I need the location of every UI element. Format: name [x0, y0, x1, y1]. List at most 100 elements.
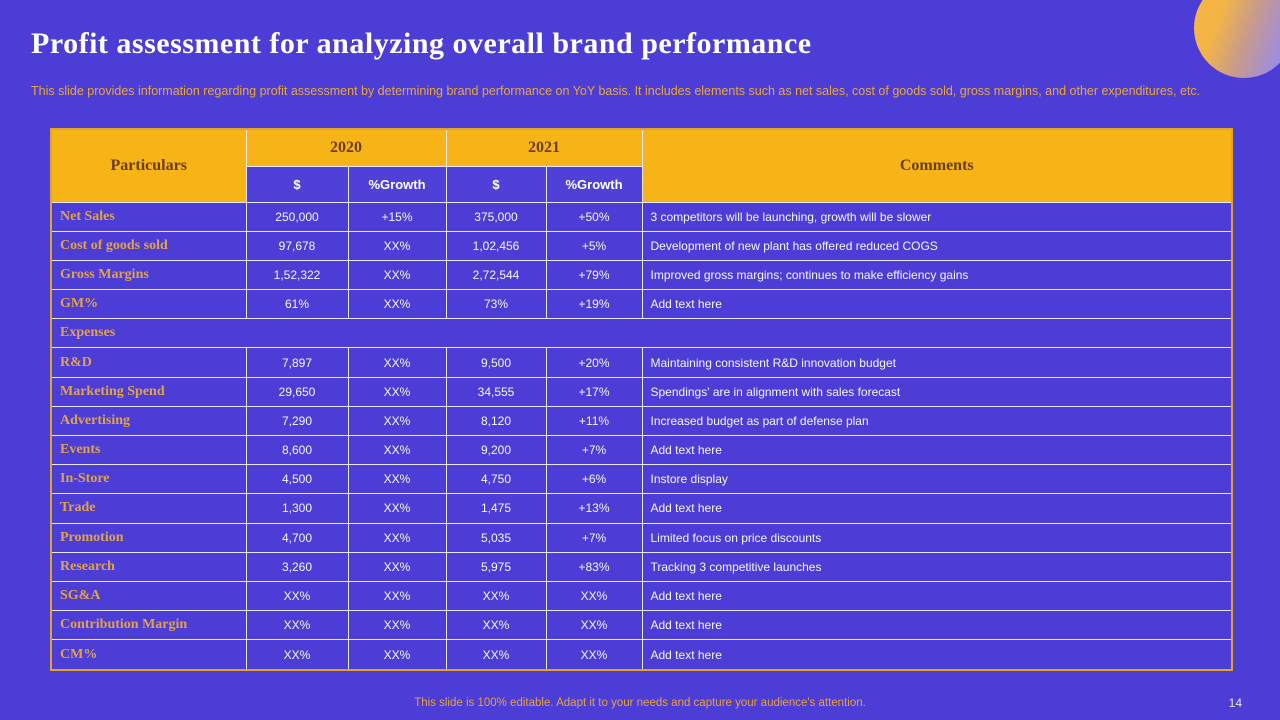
row-label: GM%: [50, 289, 247, 320]
value-2021-growth: XX%: [545, 580, 643, 612]
value-2020-growth: +15%: [347, 201, 447, 232]
value-2021-dollar: 8,120: [445, 405, 547, 437]
table-row: Marketing Spend 29,650 XX% 34,555 +17% Spendi…: [50, 376, 1233, 407]
value-2020-growth: XX%: [347, 580, 447, 612]
value-2021-growth: +20%: [545, 347, 643, 378]
value-2021-dollar: 73%: [445, 289, 547, 320]
value-2020-dollar: 4,500: [245, 464, 349, 495]
table-row: Net Sales 250,000 +15% 375,000 +50% 3 competi…: [50, 201, 1233, 232]
row-label: Promotion: [50, 522, 247, 553]
value-2020-dollar: 4,700: [245, 522, 349, 553]
row-label: CM%: [50, 639, 247, 671]
subheader-2020-dollar: $: [245, 165, 349, 203]
row-comment: 3 competitors will be launching, growth …: [641, 201, 1233, 232]
slide-description: This slide provides information regardin…: [31, 84, 1201, 98]
value-2020-growth: XX%: [347, 347, 447, 378]
value-2021-dollar: XX%: [445, 610, 547, 641]
table-row: Expenses: [50, 318, 1233, 349]
row-label: SG&A: [50, 580, 247, 612]
section-row-label: Expenses: [50, 318, 1233, 349]
profit-assessment-table-container: Particulars 2020 2021 Comments $ %Growth…: [50, 128, 1233, 671]
subheader-2021-dollar: $: [445, 165, 547, 203]
value-2021-growth: +7%: [545, 522, 643, 553]
row-label: Marketing Spend: [50, 376, 247, 407]
value-2021-growth: +11%: [545, 405, 643, 437]
column-header-comments: Comments: [641, 128, 1233, 203]
row-label: R&D: [50, 347, 247, 378]
editable-note: This slide is 100% editable. Adapt it to…: [414, 697, 866, 709]
value-2021-growth: +79%: [545, 259, 643, 291]
value-2020-dollar: XX%: [245, 610, 349, 641]
value-2020-growth: XX%: [347, 493, 447, 524]
decorative-gradient-circle: [1194, 0, 1280, 78]
subheader-2020-growth: %Growth: [347, 165, 447, 203]
row-comment: Add text here: [641, 493, 1233, 524]
table-row: Trade 1,300 XX% 1,475 +13% Add text here: [50, 493, 1233, 524]
table-row: Advertising 7,290 XX% 8,120 +11% Increased bu…: [50, 405, 1233, 437]
table-row: In-Store 4,500 XX% 4,750 +6% Instore display: [50, 464, 1233, 495]
value-2021-growth: XX%: [545, 610, 643, 641]
value-2021-dollar: 5,035: [445, 522, 547, 553]
table-row: Contribution Margin XX% XX% XX% XX% Add text …: [50, 610, 1233, 641]
row-comment: Add text here: [641, 580, 1233, 612]
value-2020-dollar: 61%: [245, 289, 349, 320]
value-2020-growth: XX%: [347, 405, 447, 437]
row-label: Cost of goods sold: [50, 230, 247, 261]
column-header-2021: 2021: [445, 128, 643, 167]
value-2020-dollar: 8,600: [245, 434, 349, 466]
row-comment: Development of new plant has offered red…: [641, 230, 1233, 261]
value-2021-growth: +83%: [545, 551, 643, 582]
value-2020-dollar: 29,650: [245, 376, 349, 407]
table-row: Events 8,600 XX% 9,200 +7% Add text here: [50, 434, 1233, 466]
row-comment: Maintaining consistent R&D innovation bu…: [641, 347, 1233, 378]
row-comment: Instore display: [641, 464, 1233, 495]
value-2020-dollar: 3,260: [245, 551, 349, 582]
table-row: GM% 61% XX% 73% +19% Add text here: [50, 289, 1233, 320]
table-row: CM% XX% XX% XX% XX% Add text here: [50, 639, 1233, 671]
value-2021-dollar: 4,750: [445, 464, 547, 495]
row-comment: Spendings' are in alignment with sales f…: [641, 376, 1233, 407]
table-row: R&D 7,897 XX% 9,500 +20% Maintaining consiste…: [50, 347, 1233, 378]
row-label: Net Sales: [50, 201, 247, 232]
value-2020-growth: XX%: [347, 551, 447, 582]
row-comment: Increased budget as part of defense plan: [641, 405, 1233, 437]
value-2021-dollar: 5,975: [445, 551, 547, 582]
row-label: Gross Margins: [50, 259, 247, 291]
page-title: Profit assessment for analyzing overall …: [31, 27, 812, 60]
table-row: Promotion 4,700 XX% 5,035 +7% Limited focus o…: [50, 522, 1233, 553]
value-2020-dollar: XX%: [245, 639, 349, 671]
row-label: Contribution Margin: [50, 610, 247, 641]
value-2020-growth: XX%: [347, 376, 447, 407]
value-2020-growth: XX%: [347, 610, 447, 641]
value-2021-growth: +17%: [545, 376, 643, 407]
value-2020-dollar: 97,678: [245, 230, 349, 261]
value-2021-dollar: 375,000: [445, 201, 547, 232]
value-2021-growth: +6%: [545, 464, 643, 495]
page-number: 14: [1228, 696, 1242, 710]
value-2020-dollar: 7,897: [245, 347, 349, 378]
value-2021-growth: +13%: [545, 493, 643, 524]
column-header-particulars: Particulars: [50, 128, 247, 203]
value-2020-growth: XX%: [347, 289, 447, 320]
value-2021-dollar: 1,02,456: [445, 230, 547, 261]
table-row: Cost of goods sold 97,678 XX% 1,02,456 +5% De…: [50, 230, 1233, 261]
table-row: Gross Margins 1,52,322 XX% 2,72,544 +79% Impr…: [50, 259, 1233, 291]
row-label: Research: [50, 551, 247, 582]
table-row: SG&A XX% XX% XX% XX% Add text here: [50, 580, 1233, 612]
value-2020-dollar: 1,300: [245, 493, 349, 524]
row-comment: Improved gross margins; continues to mak…: [641, 259, 1233, 291]
row-comment: Tracking 3 competitive launches: [641, 551, 1233, 582]
value-2021-dollar: XX%: [445, 639, 547, 671]
row-label: In-Store: [50, 464, 247, 495]
value-2020-dollar: XX%: [245, 580, 349, 612]
row-label: Advertising: [50, 405, 247, 437]
value-2021-dollar: 1,475: [445, 493, 547, 524]
row-comment: Add text here: [641, 639, 1233, 671]
value-2021-dollar: XX%: [445, 580, 547, 612]
value-2021-growth: +5%: [545, 230, 643, 261]
table-row: Research 3,260 XX% 5,975 +83% Tracking 3 comp…: [50, 551, 1233, 582]
row-comment: Limited focus on price discounts: [641, 522, 1233, 553]
row-comment: Add text here: [641, 434, 1233, 466]
value-2020-dollar: 1,52,322: [245, 259, 349, 291]
